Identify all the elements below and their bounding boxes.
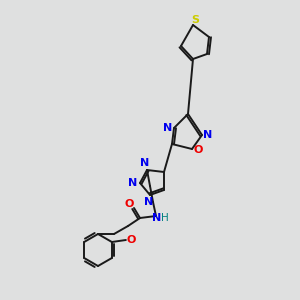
Text: N: N — [152, 213, 162, 223]
Text: O: O — [193, 145, 203, 155]
Text: S: S — [191, 15, 199, 25]
Text: O: O — [124, 199, 134, 209]
Text: N: N — [164, 123, 172, 133]
Text: H: H — [161, 213, 169, 223]
Text: N: N — [203, 130, 213, 140]
Text: O: O — [126, 235, 136, 245]
Text: N: N — [128, 178, 138, 188]
Text: N: N — [144, 197, 154, 207]
Text: N: N — [140, 158, 150, 168]
